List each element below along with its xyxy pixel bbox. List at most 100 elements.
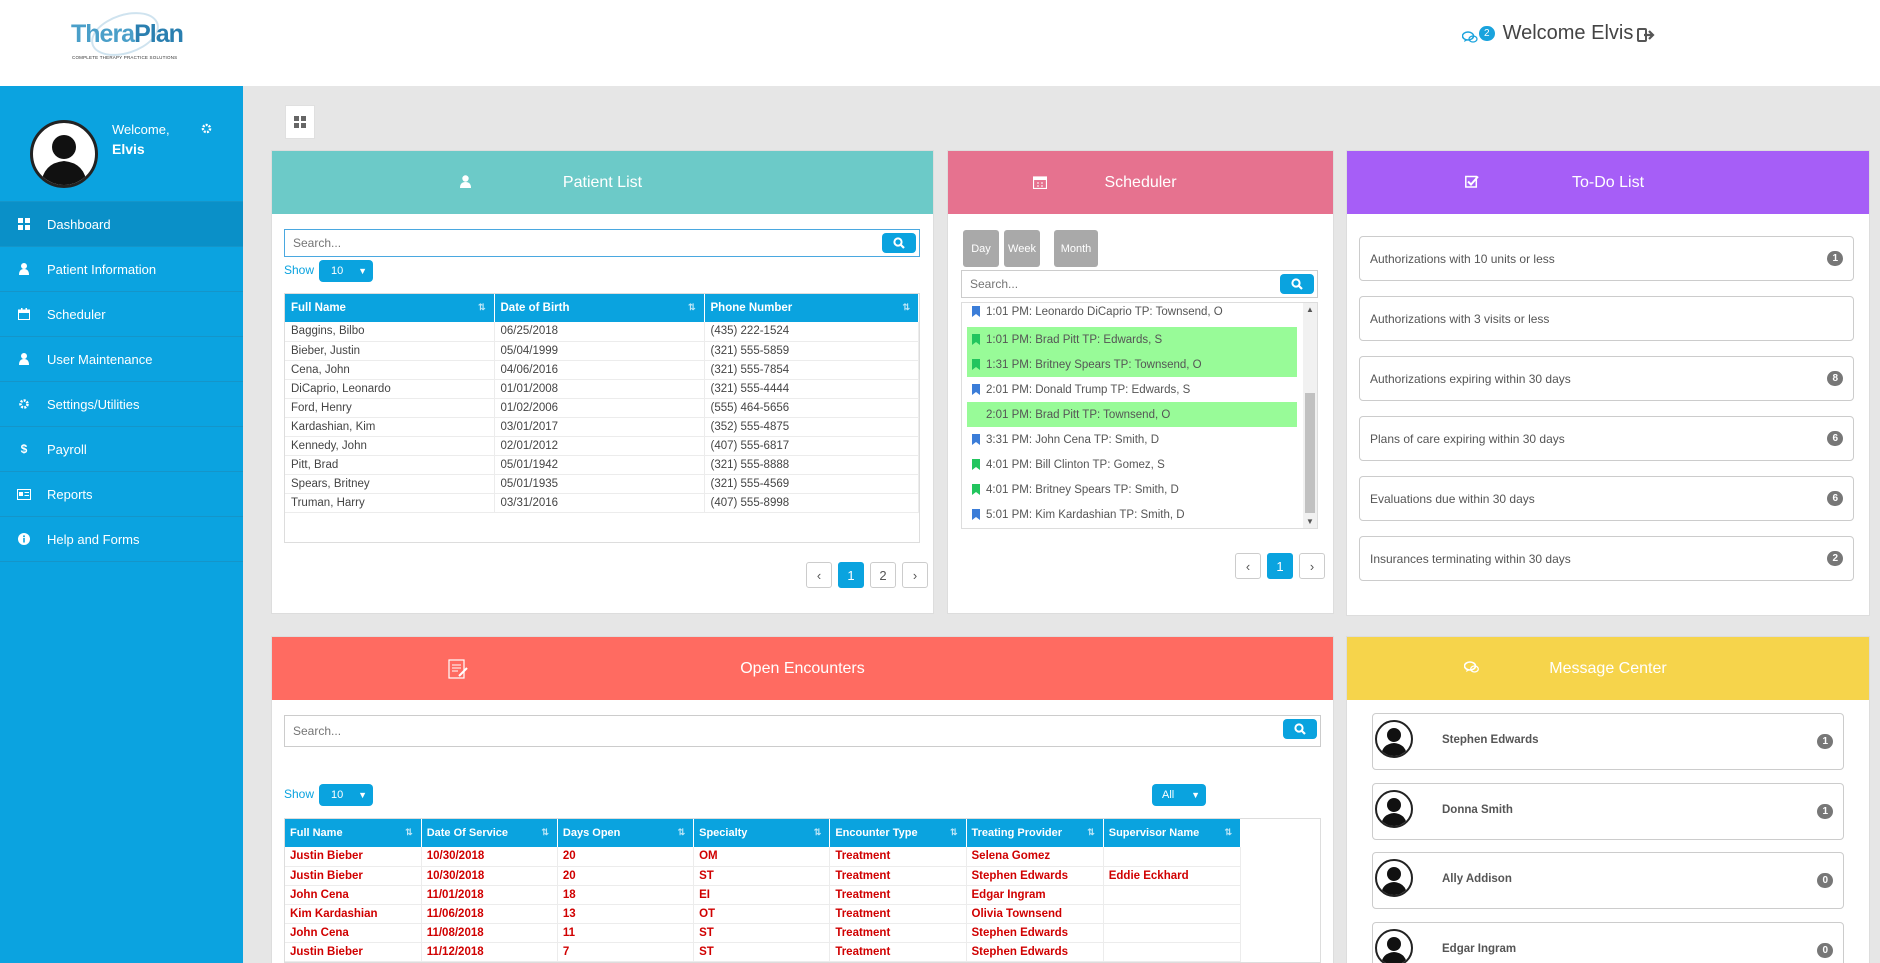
appointment-item[interactable]: 1:31 PM: Britney Spears TP: Townsend, O xyxy=(967,352,1297,377)
sort-icon[interactable]: ⇅ xyxy=(902,302,910,312)
encounters-search-input[interactable] xyxy=(284,715,1321,747)
layout-toggle-button[interactable] xyxy=(285,105,315,139)
column-header-dob[interactable]: Date of Birth ⇅ xyxy=(494,294,705,322)
sort-icon[interactable]: ⇅ xyxy=(813,827,822,837)
table-row[interactable]: DiCaprio, Leonardo 01/01/2008 (321) 555-44… xyxy=(285,379,919,399)
encounters-filter-select[interactable]: All ▼ xyxy=(1152,784,1206,806)
table-row[interactable]: Cena, John 04/06/2016 (321) 555-7854 xyxy=(285,360,919,380)
appointment-item[interactable]: 3:31 PM: John Cena TP: Smith, D xyxy=(967,427,1297,452)
appointment-item[interactable]: 2:01 PM: Brad Pitt TP: Townsend, O xyxy=(967,402,1297,427)
scroll-up-arrow[interactable]: ▲ xyxy=(1306,305,1314,314)
sort-icon[interactable]: ⇅ xyxy=(949,827,958,837)
message-contact[interactable]: Edgar Ingram 0 xyxy=(1372,922,1844,963)
table-row[interactable]: Justin Bieber 11/12/2018 7 ST Treatment Steph… xyxy=(285,942,1242,962)
message-contact[interactable]: Stephen Edwards 1 xyxy=(1372,713,1844,770)
column-header[interactable]: Date Of Service ⇅ xyxy=(421,819,558,847)
column-header[interactable]: Specialty ⇅ xyxy=(693,819,831,847)
sidebar-item-payroll[interactable]: $ Payroll xyxy=(0,427,243,472)
page-1-button[interactable]: 1 xyxy=(838,562,864,588)
scheduler-search-input[interactable] xyxy=(961,270,1318,298)
theraplan-logo[interactable]: TheraPlan COMPLETE THERAPY PRACTICE SOLU… xyxy=(68,4,184,72)
sidebar-item-reports[interactable]: Reports xyxy=(0,472,243,517)
column-header[interactable]: Supervisor Name ⇅ xyxy=(1103,819,1242,847)
todo-item[interactable]: Authorizations with 3 visits or less xyxy=(1359,296,1854,341)
sort-icon[interactable]: ⇅ xyxy=(477,302,486,312)
week-view-button[interactable]: Week xyxy=(1004,230,1040,267)
message-center-title: Message Center xyxy=(1549,659,1667,677)
sidebar-item-user-maintenance[interactable]: User Maintenance xyxy=(0,337,243,382)
patient-search-button[interactable] xyxy=(882,233,916,253)
table-cell: ST xyxy=(693,866,831,886)
prev-page-button[interactable]: ‹ xyxy=(1235,553,1261,579)
table-row[interactable]: John Cena 11/08/2018 11 ST Treatment Stephen … xyxy=(285,923,1242,943)
avatar[interactable] xyxy=(30,120,98,188)
message-contact[interactable]: Ally Addison 0 xyxy=(1372,852,1844,909)
table-row[interactable]: Truman, Harry 03/31/2016 (407) 555-8998 xyxy=(285,493,919,513)
table-row[interactable]: Pitt, Brad 05/01/1942 (321) 555-8888 xyxy=(285,455,919,475)
scroll-down-arrow[interactable]: ▼ xyxy=(1306,517,1314,526)
next-page-button[interactable]: › xyxy=(902,562,928,588)
page-1-button[interactable]: 1 xyxy=(1267,553,1293,579)
sidebar-item-patient-information[interactable]: Patient Information xyxy=(0,247,243,292)
table-row[interactable]: Kim Kardashian 11/06/2018 13 OT Treatment Oli… xyxy=(285,904,1242,924)
day-view-button[interactable]: Day xyxy=(963,230,999,267)
scrollbar[interactable]: ▲ ▼ xyxy=(1303,303,1317,528)
sidebar-item-settings-utilities[interactable]: Settings/Utilities xyxy=(0,382,243,427)
sidebar-item-help-and-forms[interactable]: Help and Forms xyxy=(0,517,243,562)
todo-item[interactable]: Evaluations due within 30 days 6 xyxy=(1359,476,1854,521)
todo-item[interactable]: Plans of care expiring within 30 days 6 xyxy=(1359,416,1854,461)
sort-icon[interactable]: ⇅ xyxy=(405,827,413,837)
table-row[interactable]: Baggins, Bilbo 06/25/2018 (435) 222-1524 xyxy=(285,322,919,342)
scheduler-search-button[interactable] xyxy=(1280,274,1314,294)
table-row[interactable]: Kennedy, John 02/01/2012 (407) 555-6817 xyxy=(285,436,919,456)
scroll-thumb[interactable] xyxy=(1305,393,1315,513)
table-row[interactable]: Ford, Henry 01/02/2006 (555) 464-5656 xyxy=(285,398,919,418)
page-2-button[interactable]: 2 xyxy=(870,562,896,588)
table-row[interactable]: Spears, Britney 05/01/1935 (321) 555-4569 xyxy=(285,474,919,494)
avatar xyxy=(1375,859,1413,897)
column-header-phone[interactable]: Phone Number ⇅ xyxy=(704,294,919,322)
appointment-item[interactable]: 1:01 PM: Brad Pitt TP: Edwards, S xyxy=(967,327,1297,352)
todo-header: To-Do List xyxy=(1347,151,1869,214)
next-page-button[interactable]: › xyxy=(1299,553,1325,579)
prev-page-button[interactable]: ‹ xyxy=(806,562,832,588)
sort-icon[interactable]: ⇅ xyxy=(541,827,549,837)
column-header-full-name[interactable]: Full Name ⇅ xyxy=(285,294,495,322)
chat-icon[interactable] xyxy=(1461,27,1478,43)
appointment-text: 1:01 PM: Brad Pitt TP: Edwards, S xyxy=(986,333,1163,346)
todo-item[interactable]: Insurances terminating within 30 days 2 xyxy=(1359,536,1854,581)
table-row[interactable]: John Cena 11/01/2018 18 EI Treatment Edgar In… xyxy=(285,885,1242,905)
appointment-item[interactable]: 4:01 PM: Bill Clinton TP: Gomez, S xyxy=(967,452,1297,477)
appointment-item[interactable]: 5:01 PM: Kim Kardashian TP: Smith, D xyxy=(967,502,1297,527)
todo-item[interactable]: Authorizations expiring within 30 days 8 xyxy=(1359,356,1854,401)
sort-icon[interactable]: ⇅ xyxy=(1224,827,1232,837)
notification-badge[interactable]: 2 xyxy=(1479,26,1495,41)
patient-search-input[interactable] xyxy=(284,229,920,257)
sort-icon[interactable]: ⇅ xyxy=(1087,827,1095,837)
table-row[interactable]: Kardashian, Kim 03/01/2017 (352) 555-4875 xyxy=(285,417,919,437)
table-row[interactable]: Justin Bieber 10/30/2018 20 ST Treatment Step… xyxy=(285,866,1242,886)
appointment-item[interactable]: 2:01 PM: Donald Trump TP: Edwards, S xyxy=(967,377,1297,402)
todo-item[interactable]: Authorizations with 10 units or less 1 xyxy=(1359,236,1854,281)
column-header[interactable]: Encounter Type ⇅ xyxy=(829,819,967,847)
message-contact[interactable]: Donna Smith 1 xyxy=(1372,783,1844,840)
table-cell: (321) 555-8888 xyxy=(704,455,919,475)
sidebar-item-dashboard[interactable]: Dashboard xyxy=(0,202,243,247)
appointment-item[interactable]: 1:01 PM: Leonardo DiCaprio TP: Townsend,… xyxy=(967,303,1297,324)
table-row[interactable]: Justin Bieber 10/30/2018 20 OM Treatment Sele… xyxy=(285,847,1242,867)
logout-icon[interactable] xyxy=(1637,26,1655,42)
patient-show-select[interactable]: 10 ▼ xyxy=(319,260,373,282)
sort-icon[interactable]: ⇅ xyxy=(677,827,686,837)
appointment-list[interactable]: ▲ ▼ 1:01 PM: Leonardo DiCaprio TP: Towns… xyxy=(961,302,1318,529)
sort-icon[interactable]: ⇅ xyxy=(687,302,696,312)
gear-icon[interactable] xyxy=(200,122,213,138)
encounters-search-button[interactable] xyxy=(1283,719,1317,739)
appointment-item[interactable]: 4:01 PM: Britney Spears TP: Smith, D xyxy=(967,477,1297,502)
column-header[interactable]: Treating Provider ⇅ xyxy=(966,819,1104,847)
table-row[interactable]: Bieber, Justin 05/04/1999 (321) 555-5859 xyxy=(285,341,919,361)
sidebar-item-scheduler[interactable]: Scheduler xyxy=(0,292,243,337)
encounters-show-select[interactable]: 10 ▼ xyxy=(319,784,373,806)
column-header[interactable]: Days Open ⇅ xyxy=(557,819,695,847)
month-view-button[interactable]: Month xyxy=(1054,230,1098,267)
column-header[interactable]: Full Name ⇅ xyxy=(285,819,422,847)
